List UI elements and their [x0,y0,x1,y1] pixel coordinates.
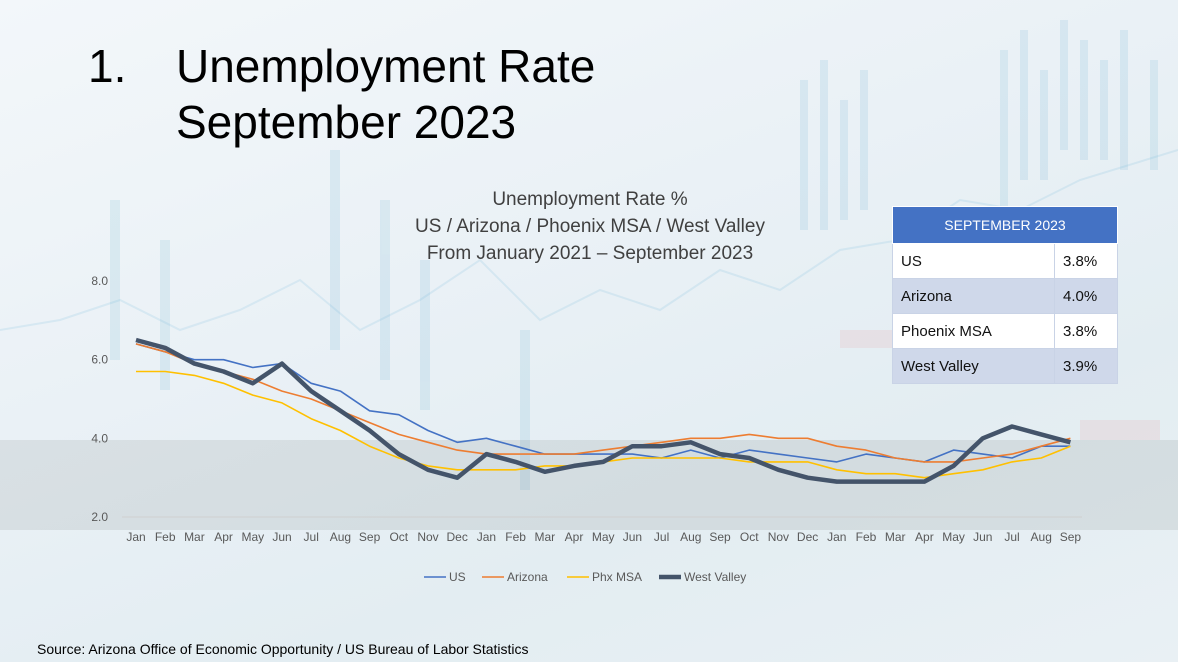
slide-number: 1. [88,40,127,92]
title-line-2: September 2023 [176,96,517,148]
table-row: Arizona 4.0% [892,278,1118,314]
x-tick-label: Oct [389,530,408,544]
y-tick-label: 8.0 [91,274,108,288]
row-label-arizona: Arizona [892,278,1055,314]
chart-title-line-1: Unemployment Rate % [492,189,688,210]
x-tick-label: Apr [915,530,934,544]
series-line-arizona [135,343,1071,463]
row-label-phoenix-msa: Phoenix MSA [892,313,1055,349]
x-tick-label: Jan [827,530,846,544]
table-row: West Valley 3.9% [892,348,1118,384]
x-tick-label: May [241,530,264,544]
y-tick-label: 2.0 [91,510,108,524]
x-tick-label: Nov [417,530,438,544]
legend-label-arizona: Arizona [507,570,548,584]
row-value-phoenix-msa: 3.8% [1054,313,1118,349]
legend-label-west-valley: West Valley [684,570,746,584]
x-tick-label: Jan [126,530,145,544]
x-tick-label: Aug [680,530,701,544]
x-tick-label: Mar [885,530,906,544]
row-value-us: 3.8% [1054,243,1118,279]
x-tick-label: Dec [797,530,818,544]
legend-label-us: US [449,570,466,584]
chart-title-line-2: US / Arizona / Phoenix MSA / West Valley [415,216,765,237]
slide-title: 1. Unemployment Rate September 2023 [88,38,595,150]
chart-title: Unemployment Rate % US / Arizona / Phoen… [330,186,850,267]
series-line-west-valley [135,337,1071,484]
row-label-us: US [892,243,1055,279]
x-tick-label: Mar [184,530,205,544]
chart-title-line-3: From January 2021 – September 2023 [426,243,754,264]
x-tick-label: Feb [155,530,176,544]
x-tick-label: Jun [623,530,642,544]
legend-label-phx-msa: Phx MSA [592,570,642,584]
x-tick-label: Feb [856,530,877,544]
title-line-1: Unemployment Rate [176,40,596,92]
september-2023-table: SEPTEMBER 2023 US 3.8% Arizona 4.0% Phoe… [892,206,1118,384]
x-tick-label: Jul [654,530,669,544]
y-tick-label: 4.0 [91,431,108,445]
y-tick-label: 6.0 [91,353,108,367]
x-tick-label: Apr [565,530,584,544]
table-row: Phoenix MSA 3.8% [892,313,1118,349]
x-tick-label: May [942,530,965,544]
x-tick-label: Jun [272,530,291,544]
x-tick-label: Oct [740,530,759,544]
row-value-west-valley: 3.9% [1054,348,1118,384]
source-note: Source: Arizona Office of Economic Oppor… [37,641,529,657]
x-tick-label: Mar [534,530,555,544]
x-tick-label: Dec [447,530,468,544]
x-tick-label: Feb [505,530,526,544]
x-tick-label: Apr [214,530,233,544]
x-tick-label: Jun [973,530,992,544]
x-tick-label: Sep [1060,530,1082,544]
x-tick-label: Jan [477,530,496,544]
x-tick-label: Sep [359,530,381,544]
x-tick-label: May [592,530,615,544]
x-tick-label: Aug [330,530,351,544]
x-tick-label: Nov [768,530,789,544]
table-header: SEPTEMBER 2023 [892,206,1118,244]
row-label-west-valley: West Valley [892,348,1055,384]
x-tick-label: Sep [709,530,731,544]
table-row: US 3.8% [892,243,1118,279]
row-value-arizona: 4.0% [1054,278,1118,314]
x-tick-label: Jul [1004,530,1019,544]
x-tick-label: Jul [304,530,319,544]
x-tick-label: Aug [1031,530,1052,544]
